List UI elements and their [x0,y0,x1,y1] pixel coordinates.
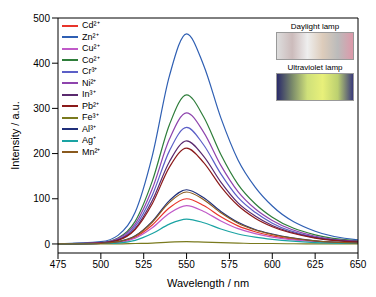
html-text:Co²⁺: Co²⁺ [82,54,100,65]
html-text:Mn²⁺: Mn²⁺ [82,146,101,157]
svg-text:Wavelength / nm: Wavelength / nm [167,277,249,289]
html-text:Daylight lamp: Daylight lamp [290,22,340,31]
svg-text:Intensity / a.u.: Intensity / a.u. [9,101,21,169]
svg-text:400: 400 [33,58,50,69]
html-text:Ultraviolet lamp: Ultraviolet lamp [287,63,343,72]
svg-text:100: 100 [33,193,50,204]
svg-text:0: 0 [44,239,50,250]
svg-text:600: 600 [264,259,281,270]
html-text:Fe³⁺: Fe³⁺ [82,112,99,122]
svg-text:200: 200 [33,148,50,159]
svg-text:525: 525 [135,259,152,270]
svg-text:475: 475 [50,259,67,270]
html-text:In³⁺: In³⁺ [82,89,96,99]
html-text:Ni²⁺: Ni²⁺ [82,77,97,88]
svg-text:300: 300 [33,103,50,114]
html-text:Ag⁺: Ag⁺ [82,135,96,145]
html-text:Cr³⁺: Cr³⁺ [82,66,98,76]
html-text:Zn²⁺: Zn²⁺ [82,31,99,42]
svg-text:650: 650 [350,259,367,270]
svg-text:500: 500 [93,259,110,270]
html-text:Al³⁺: Al³⁺ [82,123,96,134]
html-text:Cu²⁺: Cu²⁺ [82,43,100,53]
html-text:Pb²⁺: Pb²⁺ [82,100,99,111]
html-text:Cd²⁺: Cd²⁺ [82,20,100,30]
svg-text:625: 625 [307,259,324,270]
svg-text:500: 500 [33,13,50,24]
svg-text:550: 550 [178,259,195,270]
svg-text:575: 575 [221,259,238,270]
